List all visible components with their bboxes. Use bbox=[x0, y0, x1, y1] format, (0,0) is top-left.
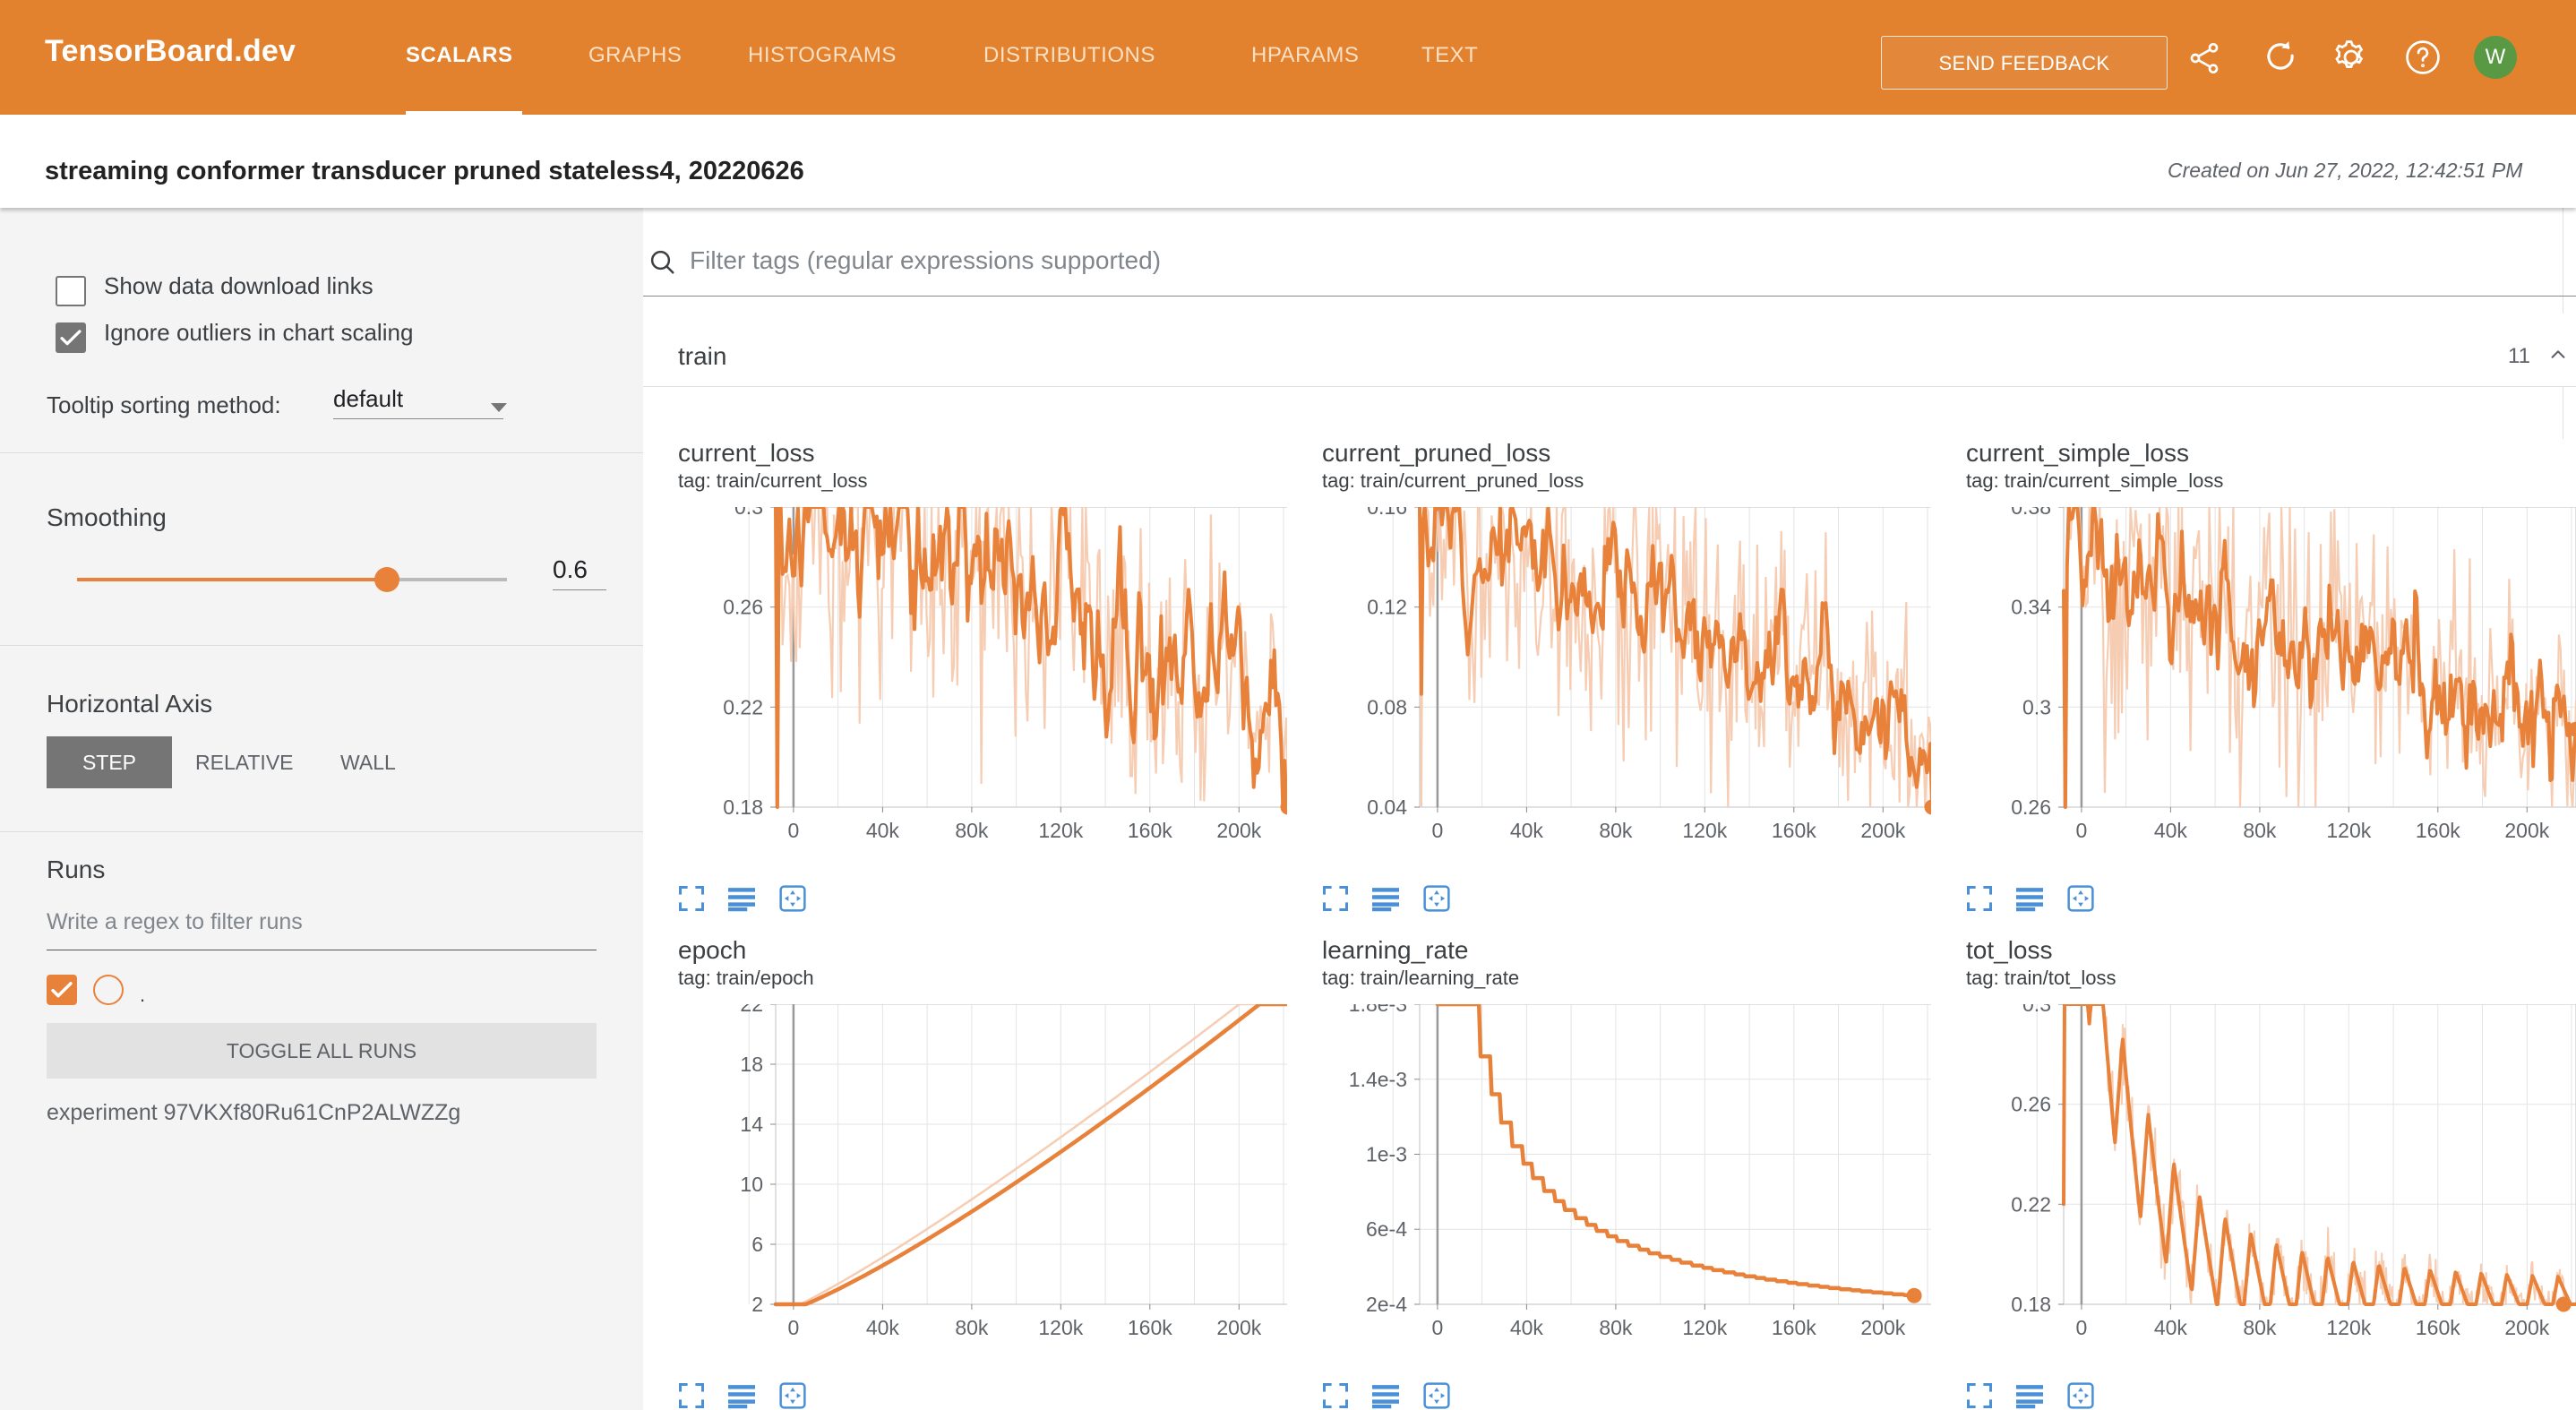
svg-text:200k: 200k bbox=[2504, 819, 2549, 842]
svg-text:200k: 200k bbox=[2504, 1316, 2549, 1339]
svg-text:80k: 80k bbox=[2243, 819, 2277, 842]
svg-text:200k: 200k bbox=[1216, 1316, 1261, 1339]
svg-text:200k: 200k bbox=[1216, 819, 1261, 842]
svg-text:40k: 40k bbox=[866, 819, 900, 842]
svg-text:0: 0 bbox=[1432, 1316, 1444, 1339]
svg-text:1e-3: 1e-3 bbox=[1366, 1143, 1407, 1166]
svg-text:0.22: 0.22 bbox=[723, 695, 763, 718]
svg-text:2e-4: 2e-4 bbox=[1366, 1293, 1407, 1316]
svg-text:0.16: 0.16 bbox=[1367, 507, 1407, 519]
svg-text:0.22: 0.22 bbox=[2011, 1192, 2051, 1216]
svg-text:40k: 40k bbox=[2154, 819, 2188, 842]
svg-text:120k: 120k bbox=[2326, 1316, 2371, 1339]
svg-text:0.08: 0.08 bbox=[1367, 695, 1407, 718]
svg-text:40k: 40k bbox=[866, 1316, 900, 1339]
svg-text:120k: 120k bbox=[1038, 819, 1083, 842]
svg-text:80k: 80k bbox=[1599, 819, 1633, 842]
svg-text:0.3: 0.3 bbox=[734, 507, 763, 519]
svg-text:6: 6 bbox=[751, 1233, 763, 1256]
svg-text:10: 10 bbox=[740, 1173, 763, 1196]
svg-text:0: 0 bbox=[788, 819, 800, 842]
svg-text:160k: 160k bbox=[1772, 1316, 1816, 1339]
svg-text:120k: 120k bbox=[1682, 819, 1727, 842]
svg-text:200k: 200k bbox=[1860, 1316, 1905, 1339]
svg-text:0: 0 bbox=[2076, 819, 2088, 842]
svg-text:80k: 80k bbox=[955, 819, 989, 842]
svg-text:6e-4: 6e-4 bbox=[1366, 1217, 1407, 1241]
svg-text:0: 0 bbox=[1432, 819, 1444, 842]
svg-text:0: 0 bbox=[2076, 1316, 2088, 1339]
svg-text:160k: 160k bbox=[2416, 1316, 2460, 1339]
svg-text:14: 14 bbox=[740, 1113, 763, 1136]
svg-text:0.3: 0.3 bbox=[2022, 1004, 2051, 1016]
svg-text:0.04: 0.04 bbox=[1367, 795, 1407, 819]
svg-text:0.18: 0.18 bbox=[2011, 1293, 2051, 1316]
svg-text:0.38: 0.38 bbox=[2011, 507, 2051, 519]
svg-text:0.26: 0.26 bbox=[2011, 1093, 2051, 1116]
svg-text:120k: 120k bbox=[2326, 819, 2371, 842]
svg-text:1.4e-3: 1.4e-3 bbox=[1349, 1068, 1407, 1091]
svg-text:200k: 200k bbox=[1860, 819, 1905, 842]
svg-text:2: 2 bbox=[751, 1293, 763, 1316]
svg-text:0.3: 0.3 bbox=[2022, 695, 2051, 718]
svg-text:0: 0 bbox=[788, 1316, 800, 1339]
svg-text:22: 22 bbox=[740, 1004, 763, 1016]
svg-text:120k: 120k bbox=[1682, 1316, 1727, 1339]
svg-text:0.34: 0.34 bbox=[2011, 596, 2051, 619]
svg-text:0.26: 0.26 bbox=[2011, 795, 2051, 819]
svg-text:80k: 80k bbox=[955, 1316, 989, 1339]
svg-text:40k: 40k bbox=[2154, 1316, 2188, 1339]
svg-text:80k: 80k bbox=[2243, 1316, 2277, 1339]
svg-text:0.26: 0.26 bbox=[723, 596, 763, 619]
svg-text:160k: 160k bbox=[1128, 819, 1172, 842]
svg-text:160k: 160k bbox=[1128, 1316, 1172, 1339]
svg-text:120k: 120k bbox=[1038, 1316, 1083, 1339]
svg-text:1.8e-3: 1.8e-3 bbox=[1349, 1004, 1407, 1016]
svg-text:160k: 160k bbox=[1772, 819, 1816, 842]
svg-text:80k: 80k bbox=[1599, 1316, 1633, 1339]
svg-text:40k: 40k bbox=[1510, 819, 1544, 842]
svg-text:160k: 160k bbox=[2416, 819, 2460, 842]
svg-text:0.18: 0.18 bbox=[723, 795, 763, 819]
svg-text:18: 18 bbox=[740, 1053, 763, 1076]
svg-text:0.12: 0.12 bbox=[1367, 596, 1407, 619]
svg-text:40k: 40k bbox=[1510, 1316, 1544, 1339]
